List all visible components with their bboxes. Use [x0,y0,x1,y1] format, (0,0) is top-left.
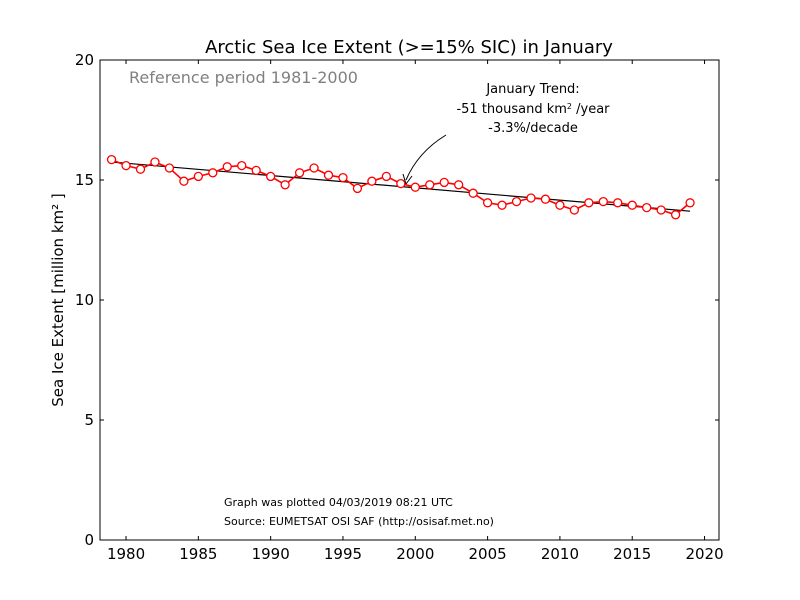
data-point [540,194,551,204]
data-point [237,160,247,171]
y-tick-label: 20 [75,51,94,69]
data-point [569,205,580,215]
x-tick-label: 1980 [107,545,145,563]
data-point [627,200,637,210]
data-point [251,165,261,176]
annotation-arrowhead [402,173,413,185]
data-point [352,183,363,194]
x-tick-label: 1990 [252,545,290,563]
data-point [670,210,681,220]
x-tick-label: 2010 [541,545,579,563]
x-tick-label: 2020 [685,545,723,563]
y-tick-label: 0 [84,531,94,549]
series-layer [106,154,695,220]
data-point [338,172,348,183]
data-point [613,198,623,208]
data-point [150,157,160,167]
data-point [555,200,565,210]
data-point [497,200,507,210]
chart-title: Arctic Sea Ice Extent (>=15% SIC) in Jan… [205,37,613,58]
data-point [381,171,392,182]
data-point [642,202,652,213]
y-tick-label: 15 [75,171,94,189]
data-point [294,168,305,178]
data-point [280,180,290,190]
source-credit: Source: EUMETSAT OSI SAF (http://osisaf.… [224,515,494,528]
annotation-arrow [405,134,447,181]
data-point [685,198,695,208]
data-point [584,198,594,208]
x-tick-label: 1995 [324,545,362,563]
data-point [135,164,146,174]
data-point [410,182,420,192]
data-point [106,154,117,165]
data-point [121,160,131,171]
data-point [468,188,478,198]
plotted-timestamp: Graph was plotted 04/03/2019 08:21 UTC [224,496,453,509]
reference-period-label: Reference period 1981-2000 [129,68,358,87]
axes: 1980 1985 1990 1995 2000 2005 2010 2015 20200510… [49,51,724,563]
x-tick-label: 2000 [396,545,434,563]
data-point [598,196,608,207]
data-point [266,171,276,182]
trend-annotation: January Trend: -51 thousand km2 /year -3… [402,82,610,185]
data-point [439,177,449,188]
data-point [309,163,319,173]
data-point [511,196,522,207]
x-tick-label: 1985 [179,545,217,563]
x-tick-label: 2015 [613,545,651,563]
data-point [179,176,189,186]
trend-annotation-line3: -3.3%/decade [488,121,578,136]
trend-annotation-line2: -51 thousand km2 /year [456,102,610,118]
data-point [526,193,536,203]
data-point [367,176,377,186]
y-axis-label: Sea Ice Extent [million km² ] [49,193,67,407]
data-point [323,170,334,180]
y-tick-label: 5 [84,411,94,429]
data-point [482,198,493,208]
trend-annotation-line1: January Trend: [485,82,579,97]
data-point [454,180,464,190]
data-point [164,163,175,173]
data-point [396,178,406,189]
x-tick-label: 2005 [469,545,507,563]
data-point [208,168,218,178]
data-point [222,162,232,172]
y-tick-label: 10 [75,291,94,309]
data-point [193,171,203,182]
data-point [425,180,435,190]
data-point [656,205,666,215]
